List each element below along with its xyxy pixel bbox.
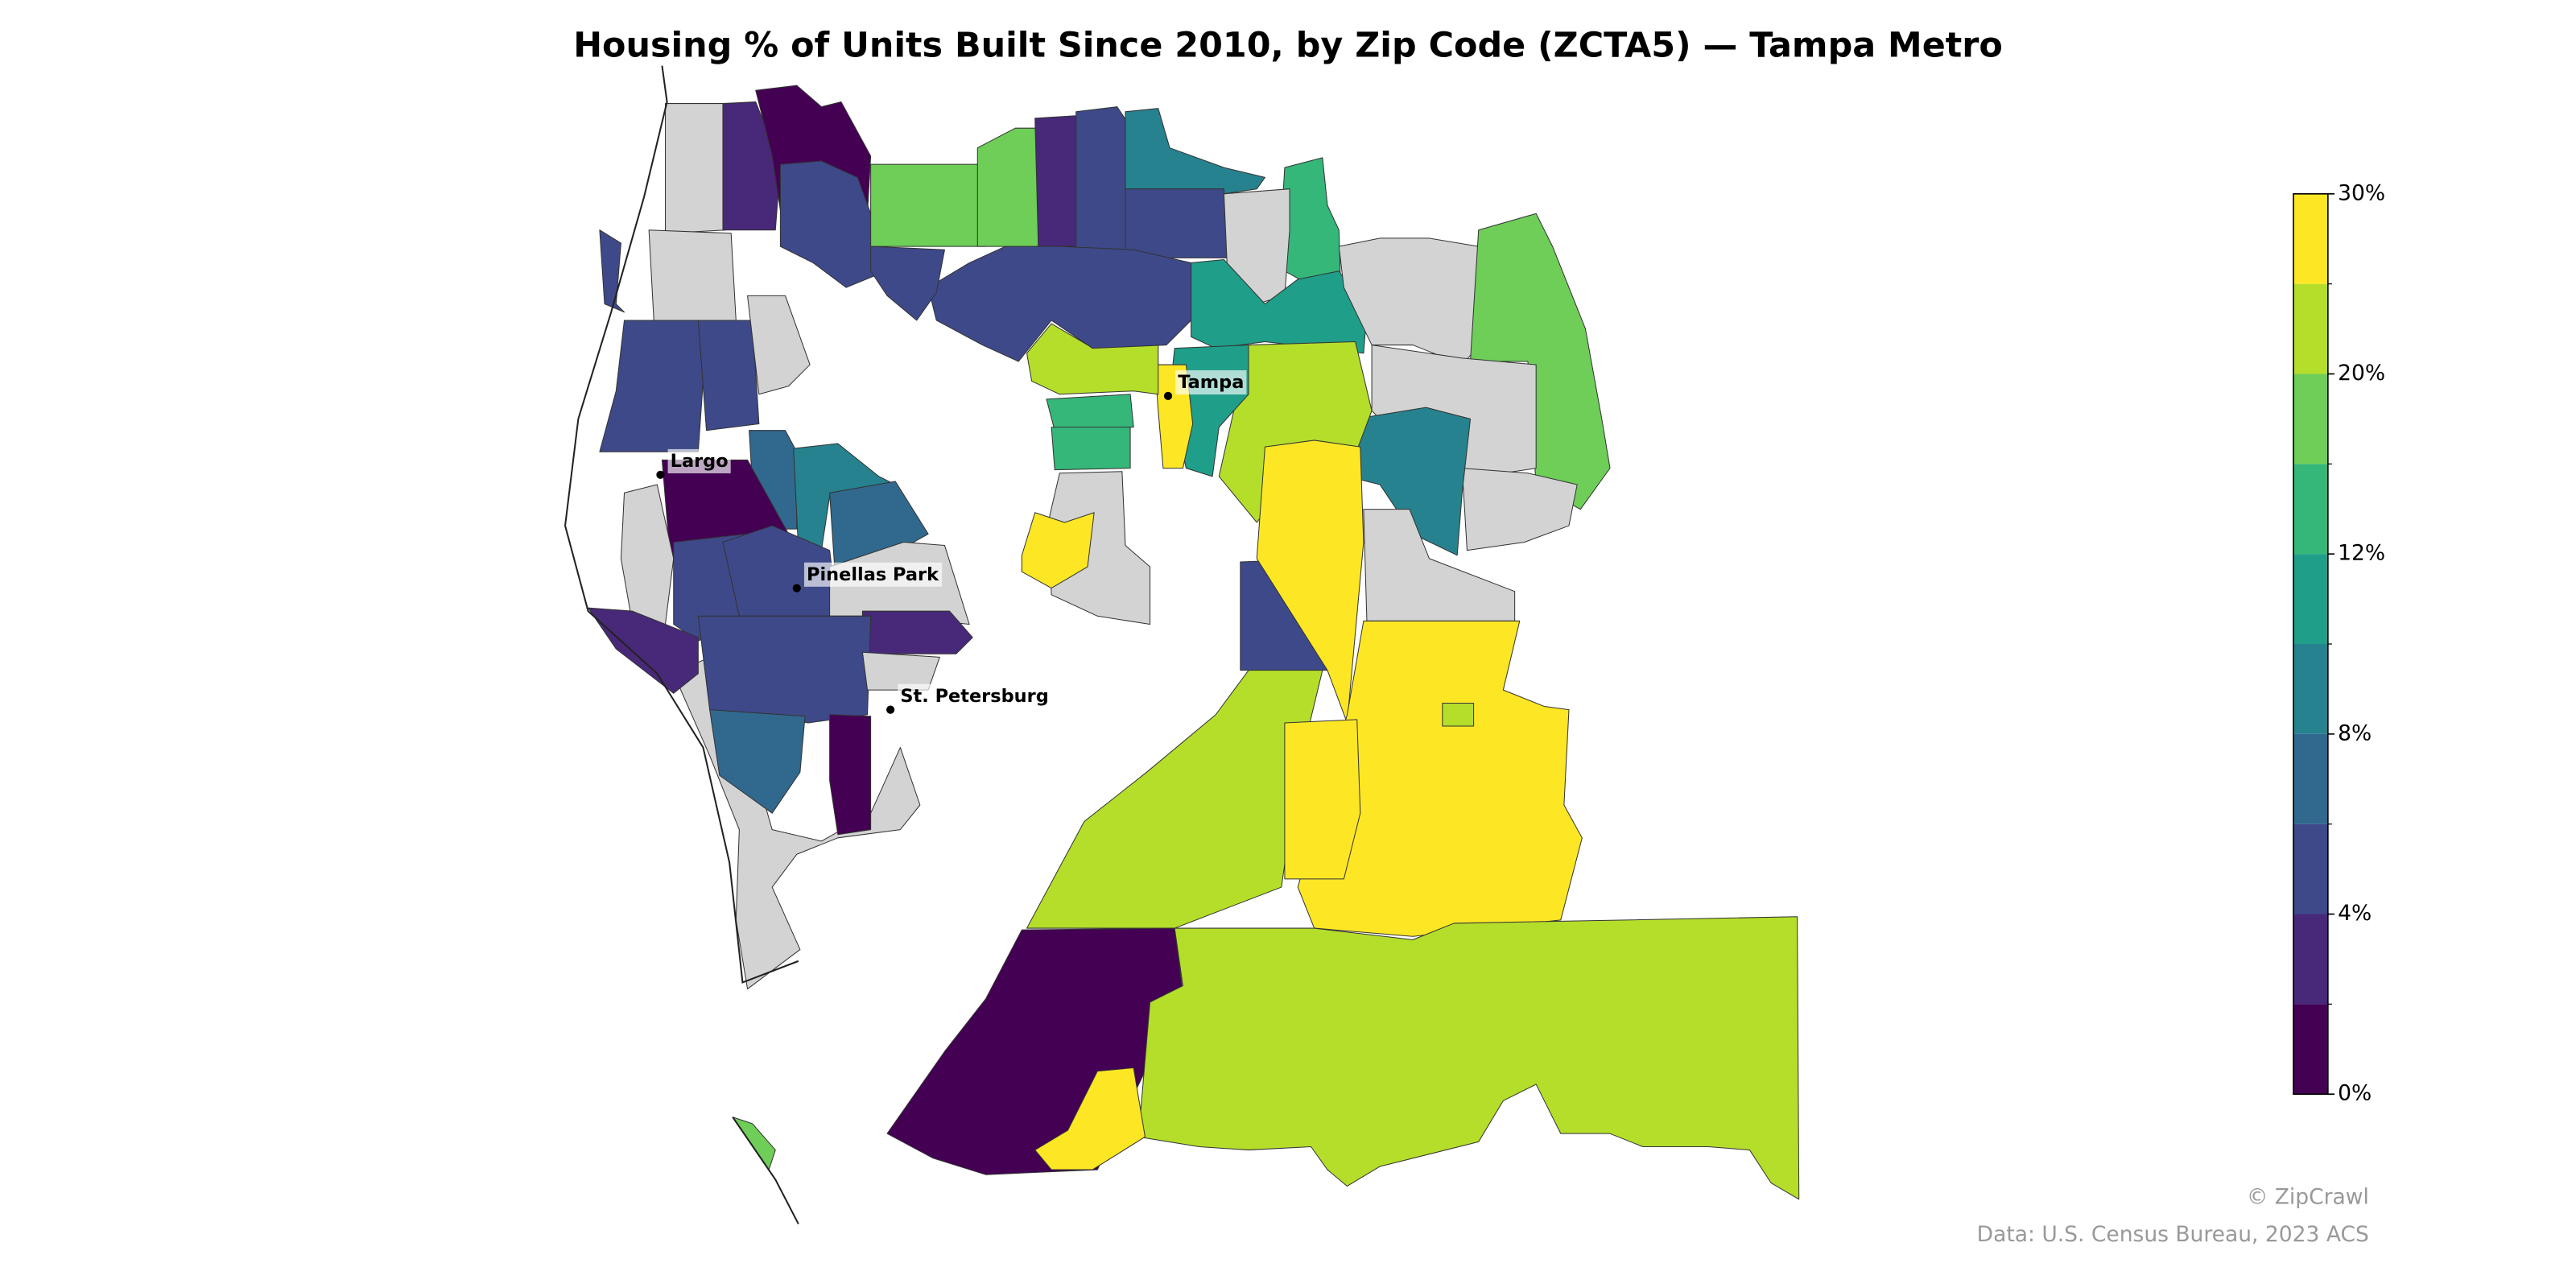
colorbar-bin <box>2293 283 2328 374</box>
colorbar-tick-label: 30% <box>2338 180 2385 205</box>
city-marker <box>792 584 801 592</box>
city-label-bg <box>898 683 1051 708</box>
colorbar-bin <box>2293 733 2328 824</box>
zip-region <box>1026 323 1159 395</box>
zip-region <box>1125 188 1230 258</box>
zip-region <box>599 229 625 313</box>
city-marker <box>886 705 895 714</box>
city-label: Pinellas Park <box>807 564 939 585</box>
zip-region <box>697 320 760 431</box>
zip-region <box>1034 1067 1146 1170</box>
colorbar-tick-label: 4% <box>2338 901 2372 926</box>
zip-region <box>1125 108 1265 195</box>
city-label-bg <box>667 448 731 474</box>
colorbar-bin <box>2293 1004 2328 1095</box>
zip-region <box>747 295 811 395</box>
zip-region <box>1046 394 1134 431</box>
colorbar-bin <box>2293 374 2328 464</box>
colorbar-bin <box>2293 193 2328 284</box>
colorbar-tick-label: 12% <box>2338 541 2385 566</box>
zip-region <box>697 615 872 724</box>
zip-region <box>599 320 704 452</box>
city-label: Largo <box>671 451 729 472</box>
zip-region <box>1137 916 1800 1200</box>
city-label-bg <box>1175 369 1247 395</box>
zip-region <box>1442 702 1475 727</box>
zip-region <box>648 229 737 321</box>
regions <box>588 85 1800 1200</box>
colorbar-tick-label: 8% <box>2338 720 2372 745</box>
coastline <box>564 65 799 1224</box>
city-label-bg <box>803 562 943 587</box>
map-title: Housing % of Units Built Since 2010, by … <box>573 26 2003 66</box>
zip-region <box>1461 468 1578 551</box>
zip-region <box>870 246 945 321</box>
colorbar-bin <box>2293 554 2328 644</box>
zip-region <box>1284 719 1361 880</box>
colorbar-bin <box>2293 644 2328 734</box>
zip-region <box>1026 670 1323 929</box>
city-label: St. Petersburg <box>900 686 1048 707</box>
zip-region <box>1297 620 1583 937</box>
zip-region <box>722 101 781 231</box>
city-marker <box>1163 391 1173 400</box>
zip-region <box>588 607 699 694</box>
cities: Tampa Largo Pinellas Park St. Petersburg <box>656 369 1247 714</box>
colorbar-tick-label: 0% <box>2338 1081 2372 1106</box>
city-label: Tampa <box>1178 372 1244 393</box>
colorbar-bin <box>2293 914 2328 1005</box>
zip-region <box>732 1117 776 1170</box>
colorbar-bin <box>2293 824 2328 914</box>
zip-region <box>665 103 727 234</box>
zip-region <box>829 714 872 836</box>
zip-region <box>1256 440 1364 724</box>
zip-region <box>1021 512 1095 589</box>
zip-region <box>709 709 806 814</box>
zip-region <box>976 127 1039 247</box>
colorbar-frame <box>2293 193 2329 1095</box>
colorbar-tick-label: 20% <box>2338 361 2385 386</box>
zip-region <box>927 246 1192 362</box>
credit: © ZipCrawl <box>2247 1184 2369 1209</box>
zip-region <box>1470 213 1611 510</box>
colorbar: 0% 4% 8% 12% 20% 30% <box>2293 180 2385 1106</box>
city-marker <box>656 470 665 479</box>
zip-region <box>870 163 987 247</box>
zip-region <box>1281 157 1341 288</box>
source: Data: U.S. Census Bureau, 2023 ACS <box>1977 1222 2369 1247</box>
colorbar-bin <box>2293 464 2328 555</box>
zip-region <box>1051 427 1131 471</box>
